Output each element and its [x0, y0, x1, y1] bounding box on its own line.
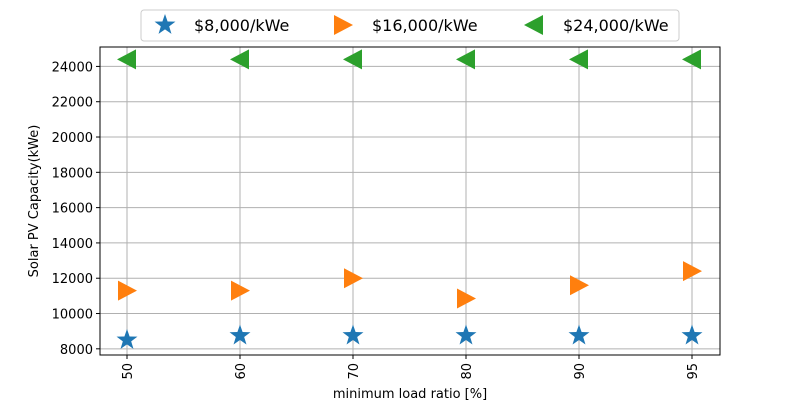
data-point-star [568, 324, 590, 345]
data-point-triangle-right [344, 268, 363, 289]
plot-area [99, 46, 721, 356]
data-point-triangle-right [683, 261, 702, 282]
x-tick-label: 60 [234, 363, 249, 380]
y-tick-label: 12000 [52, 272, 93, 287]
data-point-star [455, 324, 477, 345]
y-tick-label: 20000 [52, 131, 93, 146]
x-tick-label: 90 [573, 363, 588, 380]
legend-marker-triangle-right [334, 15, 353, 35]
y-tick-label: 24000 [52, 60, 93, 75]
y-axis-ticks: 8000 10000 12000 14000 16000 18000 20000 22000 2… [52, 60, 100, 358]
x-tick-label: 70 [347, 363, 362, 380]
y-tick-label: 18000 [52, 166, 93, 181]
legend-label: $16,000/kWe [372, 16, 478, 35]
y-tick-label: 8000 [60, 343, 93, 358]
legend: $8,000/kWe $16,000/kWe $24,000/kWe [140, 9, 680, 42]
legend-label: $8,000/kWe [194, 16, 289, 35]
legend-marker-star [154, 14, 176, 34]
data-point-triangle-right [457, 288, 476, 309]
data-point-star [681, 324, 703, 345]
data-point-star [229, 324, 251, 345]
data-point-triangle-left [117, 49, 136, 70]
y-tick-label: 16000 [52, 202, 93, 217]
data-point-triangle-left [343, 49, 362, 70]
x-tick-label: 95 [686, 363, 701, 380]
data-point-triangle-left [230, 49, 249, 70]
legend-box [140, 9, 680, 42]
data-point-triangle-right [118, 280, 137, 301]
y-tick-label: 14000 [52, 237, 93, 252]
legend-marker-triangle-left [524, 15, 543, 35]
x-axis-label: minimum load ratio [%] [333, 387, 487, 400]
x-tick-label: 50 [121, 363, 136, 380]
data-point-star [116, 329, 138, 349]
x-axis-ticks: 50 60 70 80 90 95 [121, 355, 701, 380]
grid [100, 47, 720, 355]
data-point-triangle-right [570, 275, 589, 296]
y-axis-label: Solar PV Capacity(kWe) [27, 125, 42, 278]
data-point-triangle-left [569, 49, 588, 70]
y-tick-label: 10000 [52, 308, 93, 323]
data-point-triangle-left [456, 49, 475, 70]
legend-label: $24,000/kWe [563, 16, 669, 35]
data-markers [116, 49, 703, 349]
y-tick-label: 22000 [52, 96, 93, 111]
data-point-triangle-right [231, 280, 250, 301]
data-point-star [342, 324, 364, 345]
x-tick-label: 80 [460, 363, 475, 380]
data-point-triangle-left [682, 49, 701, 70]
